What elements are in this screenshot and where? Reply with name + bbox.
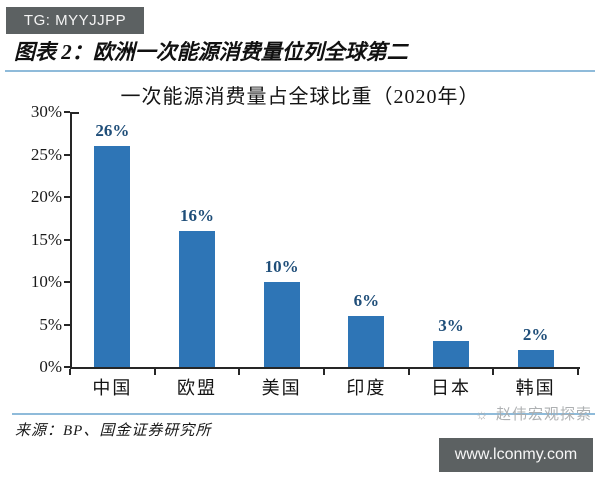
- figure-caption: 图表 2：欧洲一次能源消费量位列全球第二: [14, 40, 408, 64]
- bar-value-label: 26%: [95, 121, 130, 140]
- x-axis-tick-mark: [492, 369, 495, 375]
- bar-value-label: 6%: [353, 291, 380, 310]
- x-axis-category-label: 日本: [431, 378, 471, 398]
- y-axis-top-inner-tick: [72, 112, 79, 114]
- site-url-banner: www.lconmy.com: [439, 438, 593, 472]
- x-axis-category-label: 欧盟: [177, 378, 217, 398]
- x-axis-category-label: 韩国: [515, 378, 556, 398]
- y-axis-tick-mark: [64, 196, 70, 198]
- y-axis-tick-mark: [64, 366, 70, 368]
- y-axis-tick-label: 30%: [30, 102, 62, 121]
- x-axis-tick-mark: [69, 369, 71, 375]
- x-axis-category-label: 中国: [92, 378, 133, 398]
- x-axis-tick-mark: [238, 369, 241, 375]
- chart-title: 一次能源消费量占全球比重（2020年）: [120, 86, 480, 108]
- y-axis-tick-label: 0%: [39, 357, 62, 376]
- sun-icon: ☼: [475, 408, 490, 423]
- source-note: 来源：BP、国金证券研究所: [15, 423, 212, 439]
- y-axis-tick-label: 15%: [30, 229, 62, 249]
- bar-value-label: 10%: [264, 257, 299, 276]
- y-axis-tick-mark: [64, 111, 70, 113]
- y-axis-tick-label: 25%: [30, 144, 62, 164]
- bar-chart-plot-area: [70, 112, 580, 369]
- y-axis-tick-label: 5%: [39, 314, 62, 334]
- y-axis-tick-label: 20%: [30, 187, 62, 206]
- caption-divider-line: [5, 70, 595, 72]
- x-axis-tick-mark: [323, 369, 325, 375]
- x-axis-tick-mark: [407, 369, 410, 375]
- y-axis-tick-mark: [64, 238, 70, 241]
- bar-印度: [348, 316, 385, 367]
- brand-watermark-text: 赵伟宏观探索: [495, 407, 592, 423]
- telegram-watermark-badge: TG: MYYJJPP: [6, 7, 144, 34]
- x-axis-category-label: 印度: [346, 378, 387, 398]
- bar-欧盟: [179, 231, 215, 367]
- x-axis-category-label: 美国: [261, 378, 302, 398]
- bar-韩国: [517, 350, 554, 367]
- y-axis-tick-mark: [64, 153, 70, 156]
- y-axis-tick-mark: [64, 281, 70, 283]
- bar-美国: [263, 282, 300, 367]
- x-axis-tick-mark: [577, 369, 579, 375]
- y-axis-tick-mark: [64, 323, 70, 326]
- bar-value-label: 2%: [522, 325, 549, 344]
- bar-日本: [433, 341, 469, 367]
- x-axis-tick-mark: [153, 369, 156, 375]
- bar-中国: [94, 146, 131, 367]
- bar-value-label: 16%: [180, 206, 214, 225]
- brand-watermark: ☼ 赵伟宏观探索: [475, 403, 592, 424]
- footer-divider-line: [12, 413, 595, 415]
- y-axis-tick-label: 10%: [30, 272, 62, 291]
- bar-value-label: 3%: [438, 316, 464, 335]
